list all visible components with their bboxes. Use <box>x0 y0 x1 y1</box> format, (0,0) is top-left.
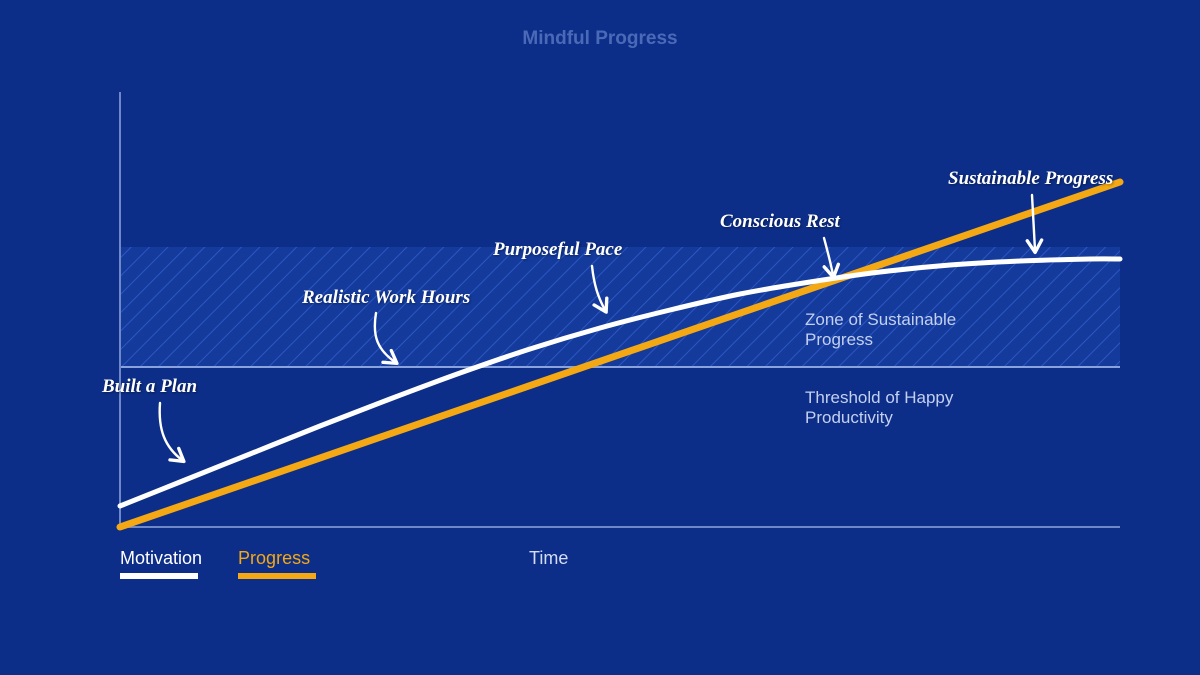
legend-swatch-motivation <box>120 573 198 579</box>
annotation-0: Built a Plan <box>102 376 197 398</box>
chart-title: Mindful Progress <box>0 28 1200 50</box>
legend-item-progress: Progress <box>238 548 316 579</box>
x-axis-label: Time <box>529 548 568 569</box>
legend-item-motivation: Motivation <box>120 548 202 579</box>
annotation-3: Conscious Rest <box>720 211 840 233</box>
legend-label-progress: Progress <box>238 548 316 569</box>
annotation-2: Purposeful Pace <box>493 239 622 261</box>
legend-swatch-progress <box>238 573 316 579</box>
zone-label: Zone of Sustainable Progress <box>805 310 1015 350</box>
legend: Motivation Progress <box>120 548 352 579</box>
legend-label-motivation: Motivation <box>120 548 202 569</box>
threshold-label: Threshold of Happy Productivity <box>805 388 1015 428</box>
annotation-1: Realistic Work Hours <box>302 287 470 309</box>
annotation-4: Sustainable Progress <box>948 168 1113 190</box>
chart-plot-area: Zone of Sustainable Progress Threshold o… <box>120 92 1120 527</box>
